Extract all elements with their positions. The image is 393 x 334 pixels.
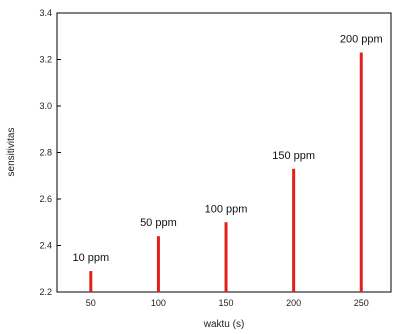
y-tick-label: 2.2 [39,287,52,297]
x-tick-label: 200 [286,298,301,308]
bar [224,222,228,292]
y-tick-label: 2.4 [39,241,52,251]
bar-label: 150 ppm [272,150,315,162]
x-tick-label: 50 [86,298,96,308]
y-tick-label: 2.8 [39,148,52,158]
x-tick-label: 250 [354,298,369,308]
bar-label: 10 ppm [72,252,109,264]
bar [292,168,296,292]
y-tick-label: 3.0 [39,101,52,111]
bars [89,52,363,293]
y-axis: 2.2 2.4 2.6 2.8 3.0 3.2 3.4 [39,8,61,297]
data-labels: 10 ppm 50 ppm 100 ppm 150 ppm 200 ppm [72,34,382,265]
y-tick-label: 3.2 [39,55,52,65]
plot-frame [56,12,392,293]
x-tick-label: 100 [151,298,166,308]
bar-label: 200 ppm [340,34,383,46]
y-tick-label: 3.4 [39,8,52,18]
bar-label: 100 ppm [205,203,248,215]
x-axis-title: waktu (s) [203,319,245,330]
y-axis-title: sensitivitas [6,128,17,177]
y-tick-label: 2.6 [39,194,52,204]
x-tick-label: 150 [219,298,234,308]
bar [89,271,93,292]
bar-label: 50 ppm [140,217,177,229]
bar [156,236,160,292]
bar [359,52,363,293]
